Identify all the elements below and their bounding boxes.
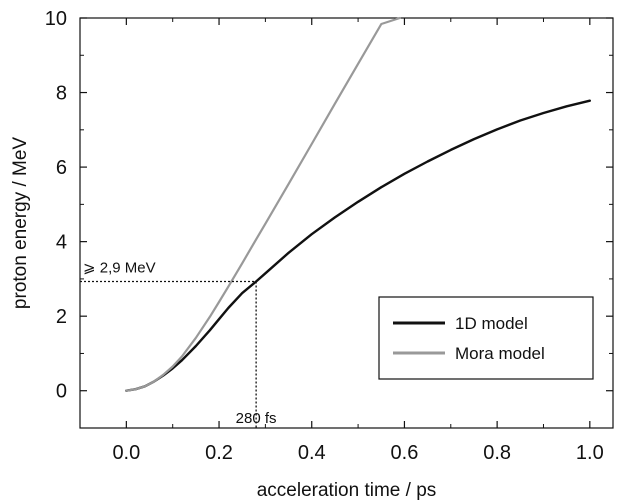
x-tick-label: 0.0	[112, 442, 140, 464]
x-tick-label: 0.8	[483, 442, 511, 464]
y-tick-label: 6	[56, 157, 67, 179]
x-tick-label: 0.2	[205, 442, 233, 464]
x-tick-label: 1.0	[576, 442, 604, 464]
y-tick-label: 4	[56, 232, 67, 254]
y-tick-label: 2	[56, 306, 67, 328]
series-line-mora-model	[125, 16, 401, 392]
y-axis-title: proton energy / MeV	[10, 137, 31, 309]
plot-frame	[79, 17, 614, 429]
y-tick-label: 8	[56, 83, 67, 105]
legend-label-mora-model: Mora model	[455, 344, 545, 363]
annotation-energy-label: ⩾ 2,9 MeV	[83, 260, 156, 277]
x-tick-label: 0.4	[298, 442, 326, 464]
y-tick-label: 10	[45, 8, 67, 30]
x-tick-label: 0.6	[391, 442, 419, 464]
annotation-time-label: 280 fs	[236, 410, 277, 427]
x-axis-title: acceleration time / ps	[257, 480, 437, 501]
legend-label-1d-model: 1D model	[455, 314, 528, 333]
legend-box	[378, 296, 594, 380]
y-tick-label: 0	[56, 381, 67, 403]
